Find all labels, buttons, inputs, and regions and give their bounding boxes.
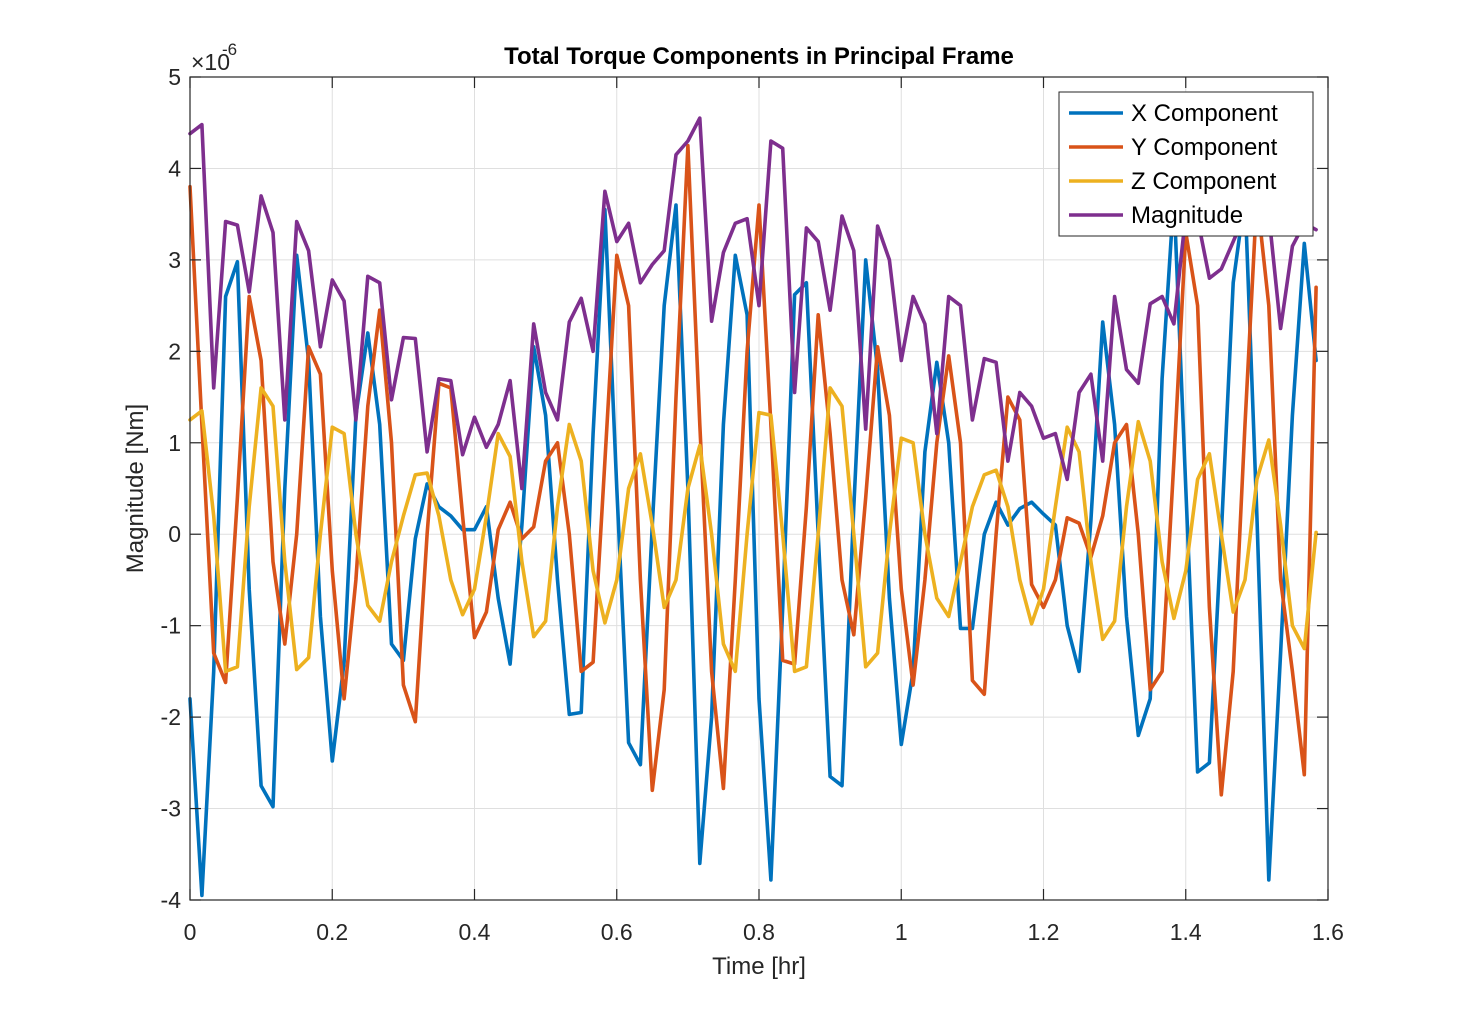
series-line-2 [188,143,1318,797]
y-tick-label: -3 [161,796,181,822]
x-tick-label: 1.6 [1312,919,1344,945]
legend-box [1058,91,1314,237]
series-line-3 [188,386,1318,674]
y-tick-label: 2 [168,338,181,364]
legend: X Component Y Component Z Component Magnitu… [1058,91,1314,237]
x-tick-label: 0.2 [316,919,348,945]
y-tick-label: -1 [161,613,181,639]
y-tick-label: 1 [168,430,181,456]
y-tick-labels: -4 -3 -2 -1 0 1 2 3 4 5 [161,64,182,913]
series-layer [188,116,1318,898]
legend-entry-2: Y Component [1131,134,1278,161]
y-tick-label: 0 [168,521,181,547]
tick-marks [189,76,1329,901]
chart-title: Total Torque Components in Principal Fra… [504,43,1014,70]
x-tick-label: 0.6 [601,919,633,945]
y-multiplier-base: ×10 [191,49,230,75]
y-tick-label: -2 [161,704,181,730]
x-tick-label: 1.2 [1028,919,1060,945]
series-line-1 [188,194,1318,898]
legend-entry-1: X Component [1131,100,1278,127]
y-axis-label: Magnitude [Nm] [122,404,149,573]
x-axis-label: Time [hr] [712,953,806,980]
x-tick-labels: 0 0.2 0.4 0.6 0.8 1 1.2 1.4 1.6 [184,919,1344,945]
y-multiplier-exponent: -6 [222,40,237,59]
x-tick-label: 0.4 [459,919,491,945]
y-tick-label: -4 [161,887,182,913]
x-tick-label: 1.4 [1170,919,1202,945]
x-tick-label: 0.8 [743,919,775,945]
y-tick-label: 3 [168,247,181,273]
legend-entry-4: Magnitude [1131,202,1243,229]
x-tick-label: 0 [184,919,197,945]
series-line-4 [188,116,1318,491]
x-tick-label: 1 [895,919,908,945]
legend-entry-3: Z Component [1131,168,1277,195]
y-tick-label: 4 [168,155,181,181]
y-tick-label: 5 [168,64,181,90]
